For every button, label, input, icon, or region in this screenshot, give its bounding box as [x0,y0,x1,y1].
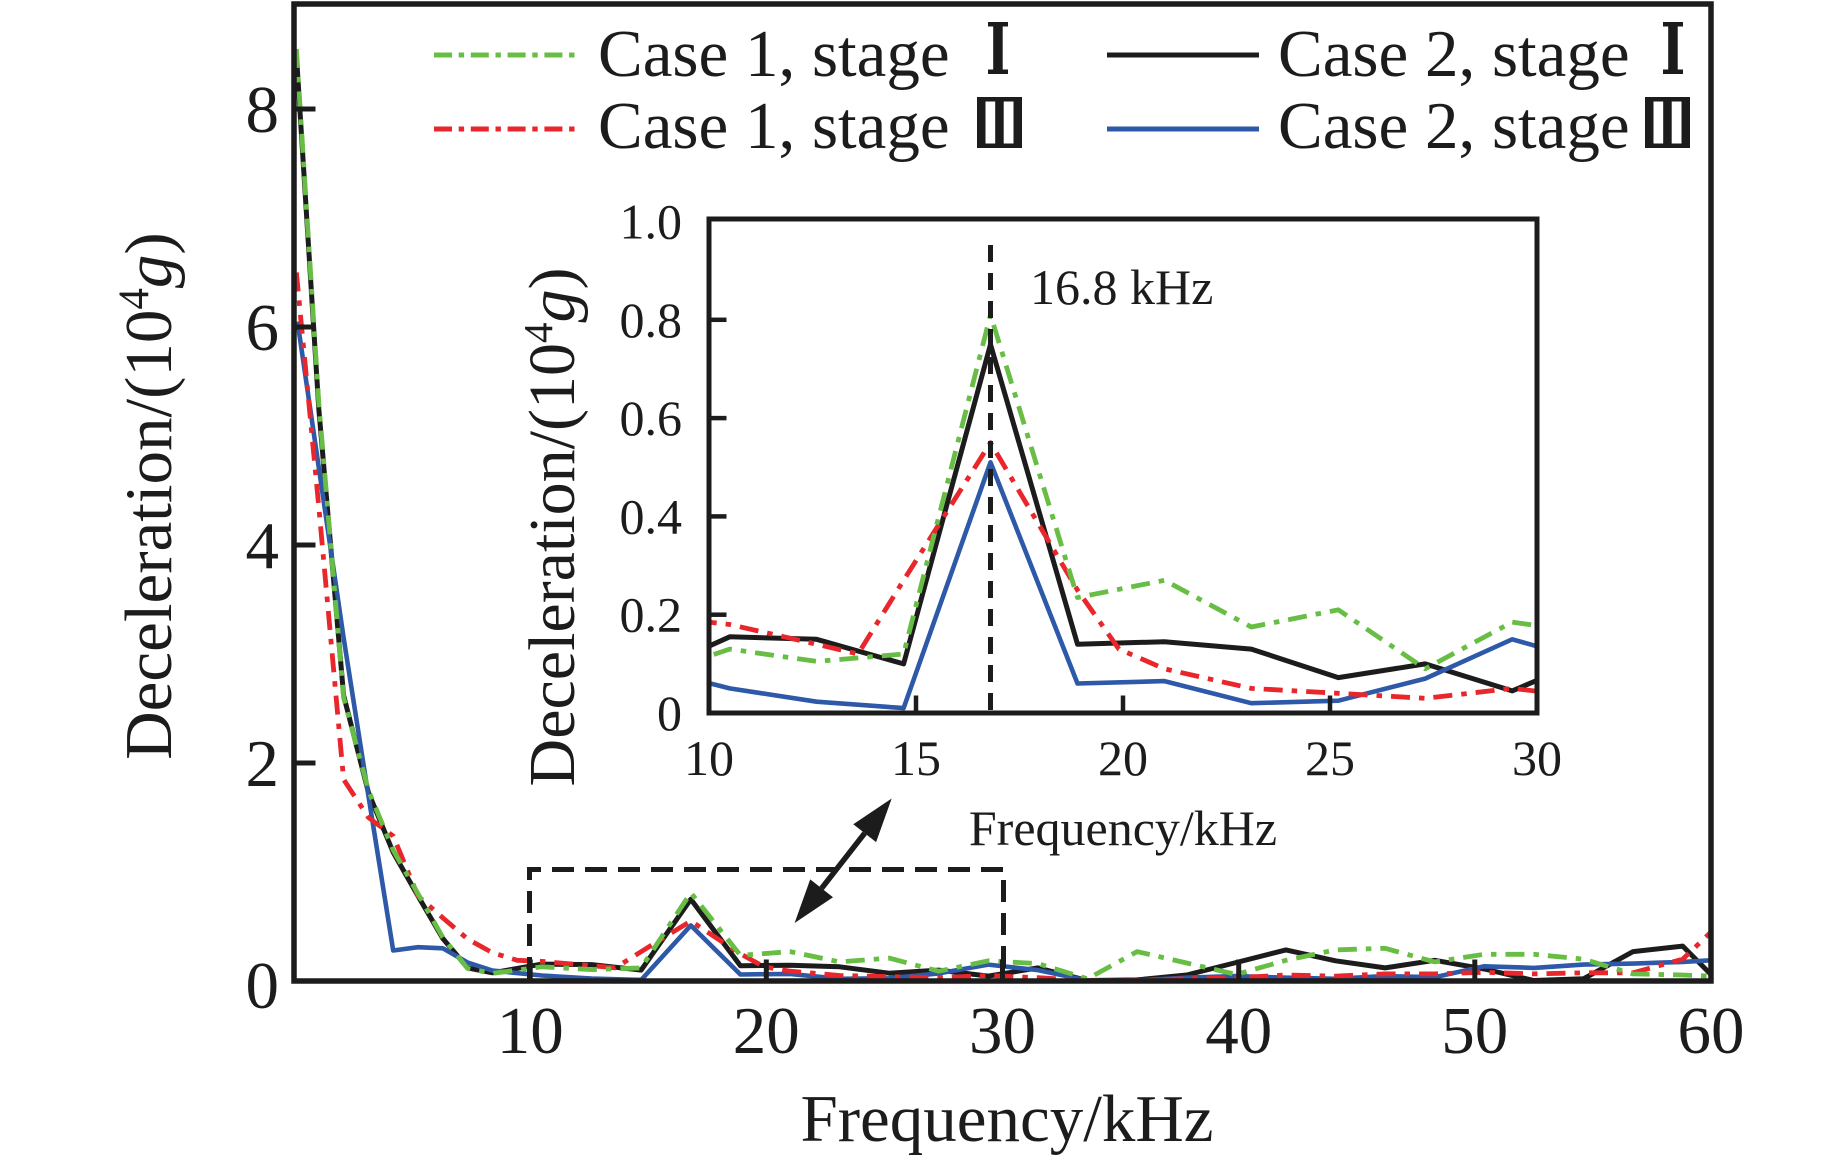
svg-text:0: 0 [657,685,682,741]
svg-text:0: 0 [246,949,280,1023]
svg-text:Case 1, stage: Case 1, stage [598,89,950,163]
svg-text:16.8 kHz: 16.8 kHz [1030,259,1213,315]
svg-text:Deceleration/(104g): Deceleration/(104g) [111,232,186,759]
svg-text:2: 2 [246,727,280,801]
svg-text:Frequency/kHz: Frequency/kHz [969,800,1277,856]
svg-text:Deceleration/(104g): Deceleration/(104g) [515,268,589,787]
svg-text:60: 60 [1678,994,1745,1068]
svg-text:8: 8 [246,73,280,147]
svg-text:10: 10 [497,994,564,1068]
svg-text:1.0: 1.0 [620,194,683,250]
svg-text:20: 20 [1098,730,1148,786]
svg-text:0.8: 0.8 [620,292,683,348]
svg-text:0.2: 0.2 [620,587,683,643]
svg-text:4: 4 [246,509,280,583]
svg-text:25: 25 [1305,730,1355,786]
svg-text:40: 40 [1205,994,1272,1068]
svg-text:Case 2, stage: Case 2, stage [1278,89,1630,163]
svg-text:Case 2, stage: Case 2, stage [1278,17,1630,91]
svg-text:6: 6 [246,291,280,365]
svg-text:10: 10 [684,730,734,786]
svg-text:30: 30 [1512,730,1562,786]
svg-text:0.6: 0.6 [620,390,683,446]
svg-text:Case 1, stage: Case 1, stage [598,17,950,91]
svg-text:0.4: 0.4 [620,488,683,544]
svg-text:20: 20 [733,994,800,1068]
svg-text:15: 15 [891,730,941,786]
svg-text:30: 30 [969,994,1036,1068]
svg-text:50: 50 [1441,994,1508,1068]
svg-text:Frequency/kHz: Frequency/kHz [800,1082,1213,1156]
